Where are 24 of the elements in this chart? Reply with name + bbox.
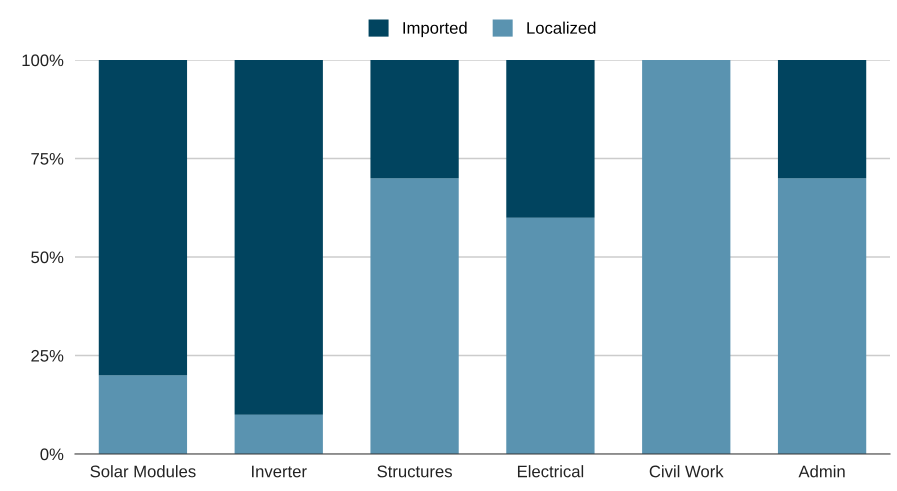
legend-label: Imported — [403, 22, 467, 38]
y-tick-label: 50% — [31, 251, 64, 264]
x-tick-label: Civil Work — [650, 465, 724, 478]
x-tick-label: Solar Modules — [90, 465, 196, 478]
x-tick-label: Admin — [798, 465, 845, 478]
y-tick-label: 25% — [31, 350, 64, 362]
bar — [370, 178, 459, 454]
bar — [778, 60, 866, 178]
legend-label: Localized — [527, 22, 596, 34]
bar — [506, 218, 595, 454]
bar — [234, 414, 323, 454]
x-tick-label: Structures — [377, 466, 452, 478]
bar — [778, 178, 866, 454]
bar — [506, 60, 595, 218]
bar — [234, 60, 323, 415]
y-tick-label: 75% — [31, 152, 64, 165]
y-tick-label: 100% — [22, 54, 64, 66]
bar — [642, 60, 730, 454]
bar — [98, 60, 188, 376]
x-tick-label: Electrical — [518, 465, 584, 478]
bar — [98, 375, 188, 454]
y-tick-label: 0% — [40, 448, 64, 460]
bar — [370, 60, 459, 178]
x-tick-label: Inverter — [252, 466, 307, 478]
